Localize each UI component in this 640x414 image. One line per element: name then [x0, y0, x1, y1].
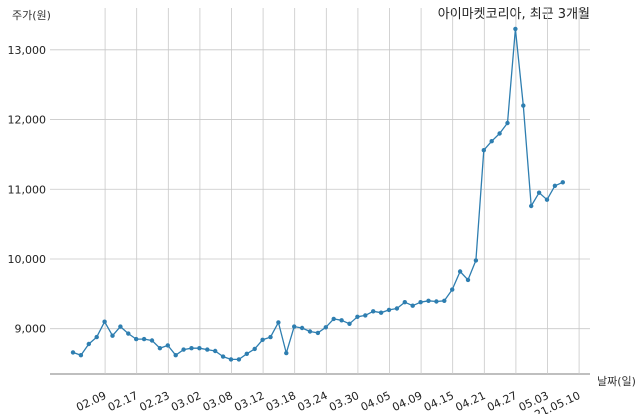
data-point [505, 120, 510, 126]
data-point [110, 333, 115, 338]
data-point [489, 139, 494, 144]
data-point [481, 148, 486, 153]
data-point [426, 298, 431, 303]
data-point [402, 300, 407, 305]
data-point [220, 354, 226, 359]
x-tick-label: 04.09 [390, 389, 424, 414]
data-point [552, 183, 558, 188]
data-point [260, 337, 265, 342]
x-tick-label: 03.02 [169, 389, 203, 414]
data-point [118, 324, 123, 329]
data-point [497, 131, 502, 136]
data-point [323, 325, 328, 330]
data-point [228, 357, 234, 362]
y-tick-label: 13,000 [8, 44, 47, 57]
data-point [544, 197, 550, 202]
data-point [236, 357, 242, 362]
x-tick-label: 02.17 [106, 389, 140, 414]
data-point [157, 346, 163, 351]
data-point [126, 331, 131, 336]
data-point [536, 190, 542, 195]
x-tick-label: 04.15 [422, 389, 456, 414]
data-point [78, 353, 84, 358]
x-tick-labels: 02.0902.1702.2303.0203.0803.1203.1803.24… [74, 389, 582, 414]
data-point [244, 351, 249, 356]
y-tick-label: 11,000 [8, 183, 47, 196]
x-tick-label: 03.18 [264, 389, 298, 414]
data-point [355, 314, 360, 319]
data-point [181, 347, 186, 352]
y-tick-label: 10,000 [8, 253, 47, 266]
data-point [284, 350, 289, 356]
data-point [418, 300, 423, 305]
x-tick-label: 04.27 [485, 389, 519, 414]
data-point [173, 353, 178, 358]
gridlines [50, 8, 590, 375]
y-tick-labels: 9,000 10,000 11,000 12,000 13,000 [8, 44, 47, 336]
data-point [513, 26, 518, 32]
data-point [213, 348, 218, 354]
data-point [86, 341, 92, 347]
series-line [72, 28, 564, 361]
data-point [292, 324, 297, 329]
data-point [521, 103, 526, 108]
data-point [141, 336, 147, 342]
data-point [347, 321, 352, 326]
x-tick-label: 02.23 [138, 389, 172, 414]
data-point [331, 316, 336, 322]
data-point [189, 346, 194, 351]
data-point [102, 319, 107, 324]
data-point [363, 313, 368, 318]
x-tick-label: 04.05 [359, 389, 393, 414]
data-point [442, 298, 447, 303]
y-tick-label: 9,000 [15, 323, 47, 336]
y-tick-label: 12,000 [8, 114, 47, 127]
data-point [560, 180, 565, 185]
y-axis-label: 주가(원) [12, 9, 51, 22]
data-point [276, 320, 281, 325]
x-tick-label: 03.08 [201, 389, 235, 414]
data-point [410, 303, 415, 308]
data-point [371, 309, 376, 314]
data-point [457, 269, 463, 274]
chart-title: 아이마켓코리아, 최근 3개월 [438, 7, 590, 22]
data-point [70, 350, 76, 355]
data-point [394, 306, 400, 311]
data-point [134, 336, 139, 342]
x-tick-label: 02.09 [74, 389, 108, 414]
data-point [473, 258, 479, 263]
price-series [70, 26, 565, 362]
data-point [434, 299, 439, 304]
data-point [268, 334, 273, 340]
data-point [386, 307, 392, 313]
data-point [465, 277, 471, 283]
data-point [94, 334, 99, 340]
x-tick-label: 03.30 [327, 389, 361, 414]
x-axis-label: 날짜(일) [597, 374, 636, 388]
data-point [299, 325, 305, 331]
x-tick-label: 03.12 [232, 389, 266, 414]
data-point [339, 318, 344, 323]
data-point [315, 330, 321, 336]
data-point [197, 346, 202, 351]
data-point [165, 343, 170, 348]
x-tick-label: 04.21 [454, 389, 488, 414]
data-point [529, 203, 534, 209]
data-point [252, 346, 257, 352]
data-point [307, 329, 313, 334]
data-point [205, 347, 210, 352]
data-point [378, 310, 384, 315]
data-point [149, 338, 155, 343]
x-tick-label: 03.24 [296, 389, 330, 414]
data-point [450, 287, 455, 292]
